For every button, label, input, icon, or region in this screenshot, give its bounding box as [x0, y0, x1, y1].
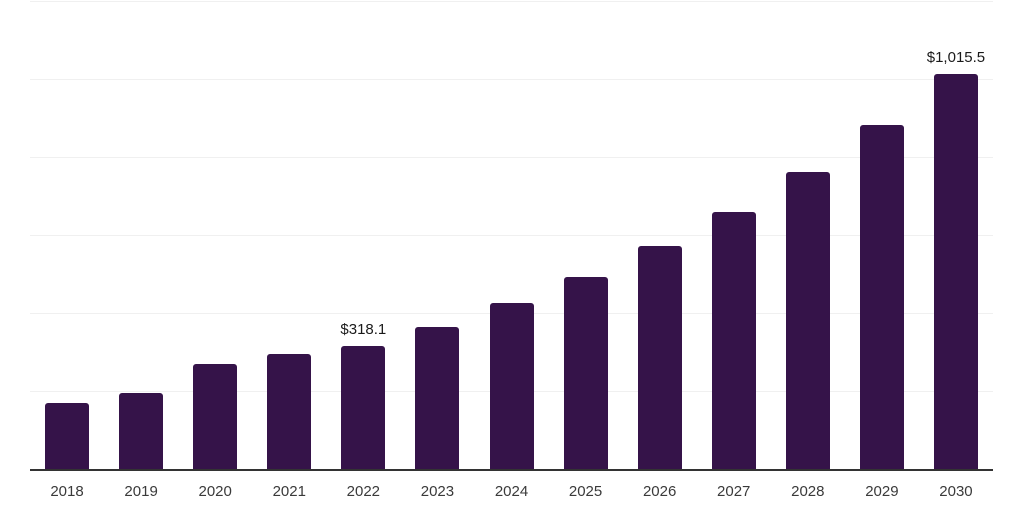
bar-2020 — [193, 363, 238, 470]
x-tick-label-2024: 2024 — [494, 483, 529, 500]
x-tick-label-2030: 2030 — [939, 483, 973, 500]
x-tick-label-2021: 2021 — [272, 483, 306, 500]
bar-2022 — [341, 345, 386, 470]
bar-2021 — [267, 354, 312, 470]
gridline-1000 — [30, 79, 993, 80]
gridline-800 — [30, 157, 993, 158]
bar-2024 — [489, 303, 534, 470]
bar-2027 — [711, 211, 756, 470]
gridline-600 — [30, 235, 993, 236]
bar-2018 — [45, 403, 90, 470]
bar-2023 — [415, 326, 460, 470]
x-tick-label-2027: 2027 — [717, 483, 751, 500]
x-tick-label-2022: 2022 — [346, 483, 381, 500]
bar-2028 — [785, 171, 830, 470]
x-tick-label-2018: 2018 — [50, 483, 84, 500]
x-tick-label-2025: 2025 — [568, 483, 603, 500]
x-tick-label-2019: 2019 — [124, 483, 158, 500]
gridline-1200 — [30, 1, 993, 2]
x-tick-label-2020: 2020 — [198, 483, 232, 500]
data-label-2022: $318.1 — [340, 320, 387, 338]
x-tick-label-2023: 2023 — [420, 483, 455, 500]
bar-2025 — [563, 276, 608, 470]
x-axis-line — [30, 469, 993, 471]
data-label-2030: $1,015.5 — [926, 48, 986, 66]
bar-2026 — [637, 246, 682, 470]
bar-2030 — [933, 73, 978, 470]
x-tick-label-2026: 2026 — [642, 483, 677, 500]
x-tick-label-2028: 2028 — [791, 483, 825, 500]
bar-2019 — [119, 393, 164, 470]
bar-2029 — [859, 124, 904, 470]
x-tick-label-2029: 2029 — [865, 483, 899, 500]
